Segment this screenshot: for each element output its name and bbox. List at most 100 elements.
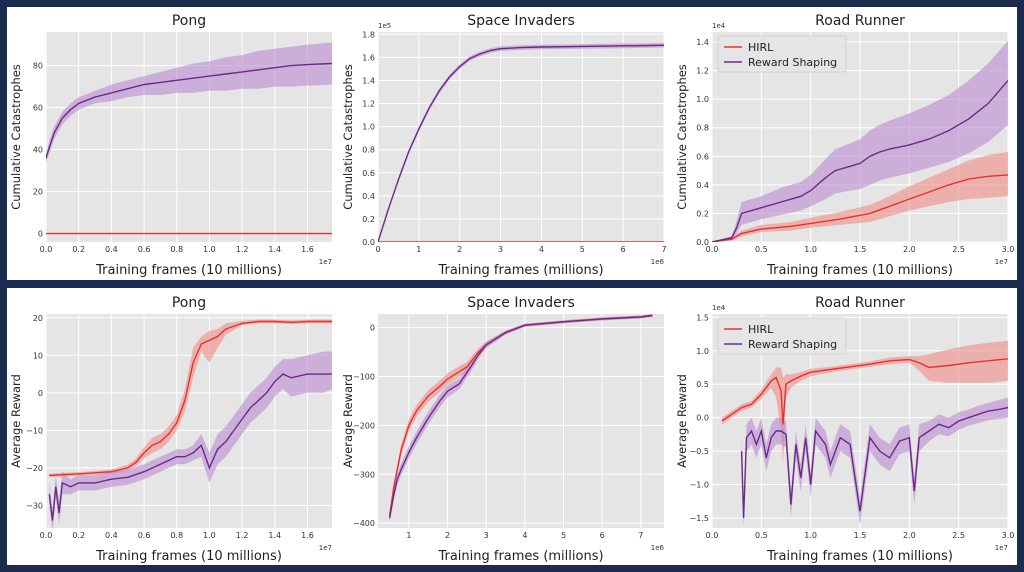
x-axis-label: Training frames (10 millions) (95, 263, 282, 278)
x-tick-label: 0.0 (40, 245, 53, 254)
y-axis-label: Cumulative Catastrophes (675, 64, 689, 210)
series-line-hirl (49, 320, 332, 477)
y-axis-label: Average Reward (9, 374, 23, 468)
series-line-hirl (721, 358, 1008, 425)
x-tick-label: 0.2 (72, 531, 85, 540)
x-tick-label: 1.2 (236, 245, 249, 254)
y-tick-label: 0 (38, 389, 43, 398)
x-tick-label: 2 (457, 245, 462, 254)
x-tick-label: 0.6 (138, 245, 151, 254)
y-tick-label: −0.5 (690, 447, 709, 456)
legend-label-reward-shaping: Reward Shaping (748, 56, 837, 69)
y-tick-label: 0.0 (696, 238, 709, 247)
y-tick-label: 0 (370, 324, 375, 333)
x-tick-label: 5 (580, 245, 585, 254)
x-tick-label: 3 (498, 245, 503, 254)
chart-pong-catastrophes: 0.0 0.2 0.4 0.6 0.8 1.0 1.2 1.4 1.6 0 20 40 60 80 1e7 P… (8, 10, 340, 278)
confidence-band-reward-shaping (49, 351, 332, 528)
confidence-band-reward-shaping (712, 40, 1008, 242)
x-tick-label: 0.4 (105, 245, 118, 254)
y-offset-label: 1e4 (712, 304, 726, 312)
x-axis-label: Training frames (millions) (437, 263, 603, 278)
x-axis-label: Training frames (10 millions) (766, 263, 953, 278)
confidence-band-hirl (721, 340, 1008, 465)
legend: HIRL Reward Shaping (717, 35, 847, 73)
x-tick-label: 2.5 (952, 245, 965, 254)
x-tick-label: 0 (375, 245, 380, 254)
x-offset-label: 1e6 (651, 258, 665, 266)
x-tick-label: 0.0 (706, 245, 719, 254)
chart-title: Space Invaders (467, 13, 575, 29)
x-tick-label: 1.0 (804, 245, 817, 254)
chart-title: Road Runner (815, 13, 905, 29)
y-axis-label: Cumulative Catastrophes (341, 64, 355, 210)
x-tick-label: 1.4 (268, 531, 281, 540)
y-tick-label: 0.0 (362, 238, 375, 247)
x-tick-label: 2.0 (903, 531, 916, 540)
x-tick-label: 3 (484, 531, 489, 540)
y-tick-label: 1.0 (696, 95, 709, 104)
chart-pong-reward: 0.0 0.2 0.4 0.6 0.8 1.0 1.2 1.4 1.6 −30 −20 −10 0 10 2… (8, 292, 340, 564)
y-axis-label: Cumulative Catastrophes (9, 64, 23, 210)
chart-space-invaders-catastrophes: 0 1 2 3 4 5 6 7 0.0 0.2 0.4 0.6 0.8 1.0 1.2 1.4 1.6 1.8 1e… (340, 10, 672, 278)
y-tick-label: 0.6 (362, 169, 375, 178)
x-tick-label: 4 (522, 531, 527, 540)
x-tick-label: 0.5 (755, 245, 768, 254)
y-tick-label: −300 (353, 470, 375, 479)
plot-area (378, 32, 664, 242)
y-tick-label: 1.2 (362, 100, 375, 109)
x-tick-label: 5 (561, 531, 566, 540)
x-tick-label: 6 (621, 245, 626, 254)
confidence-band-reward-shaping (46, 42, 332, 163)
y-tick-label: 1.5 (696, 313, 709, 322)
y-tick-label: −1.5 (690, 514, 709, 523)
legend-box (717, 35, 847, 73)
x-tick-label: 7 (638, 531, 643, 540)
y-tick-label: 0.4 (362, 192, 375, 201)
series-line-reward-shaping (48, 373, 332, 521)
legend-label-hirl: HIRL (748, 41, 774, 54)
x-tick-label: 1.0 (203, 245, 216, 254)
chart-road-runner-reward: 0.0 0.5 1.0 1.5 2.0 2.5 3.0 −1.5 −1.0 −0.5 0.0 0.5 1… (674, 292, 1016, 564)
x-tick-label: 0.8 (170, 245, 183, 254)
y-tick-label: 0.8 (362, 146, 375, 155)
plot-area (46, 314, 332, 528)
x-tick-label: 0.0 (40, 531, 53, 540)
x-tick-label: 1.5 (854, 531, 867, 540)
x-tick-label: 6 (600, 531, 605, 540)
x-tick-label: 1.2 (236, 531, 249, 540)
chart-title: Pong (172, 13, 206, 29)
x-tick-label: 1.4 (268, 245, 281, 254)
y-tick-label: 1.4 (696, 38, 709, 47)
legend: HIRL Reward Shaping (717, 317, 847, 355)
y-tick-label: −1.0 (690, 481, 709, 490)
y-tick-label: 0.5 (696, 380, 709, 389)
chart-title: Pong (172, 295, 206, 311)
y-tick-label: 10 (33, 351, 43, 360)
y-tick-label: −20 (26, 464, 43, 473)
y-tick-label: −100 (353, 373, 375, 382)
y-offset-label: 1e5 (378, 22, 391, 30)
series-line-reward-shaping (712, 80, 1008, 242)
chart-svg: 0.0 0.5 1.0 1.5 2.0 2.5 3.0 −1.5 −1.0 −0.5 0.0 0.5 1… (675, 295, 1014, 564)
chart-svg: 0.0 0.2 0.4 0.6 0.8 1.0 1.2 1.4 1.6 −30 −20 −10 0 10 2… (9, 295, 332, 564)
x-offset-label: 1e6 (651, 544, 665, 552)
x-tick-label: 1.5 (854, 245, 867, 254)
chart-svg: 0.0 0.5 1.0 1.5 2.0 2.5 3.0 0.0 0.2 0.4 0.6 0.8 1.0 1… (675, 13, 1014, 278)
x-offset-label: 1e7 (319, 258, 332, 266)
y-tick-label: 1.0 (362, 123, 375, 132)
x-tick-label: 1.0 (804, 531, 817, 540)
y-offset-label: 1e4 (712, 22, 726, 30)
y-tick-label: 1.6 (362, 53, 375, 62)
x-tick-label: 7 (661, 245, 666, 254)
y-tick-label: −10 (26, 426, 43, 435)
x-tick-label: 4 (539, 245, 544, 254)
y-tick-label: 60 (33, 104, 43, 113)
x-tick-label: 0.2 (72, 245, 85, 254)
y-tick-label: −200 (353, 421, 375, 430)
x-tick-label: 1.6 (301, 245, 314, 254)
x-tick-label: 0.4 (105, 531, 118, 540)
confidence-band-reward-shaping (741, 397, 1008, 528)
x-tick-label: 0.0 (706, 531, 719, 540)
x-tick-label: 2.5 (952, 531, 965, 540)
